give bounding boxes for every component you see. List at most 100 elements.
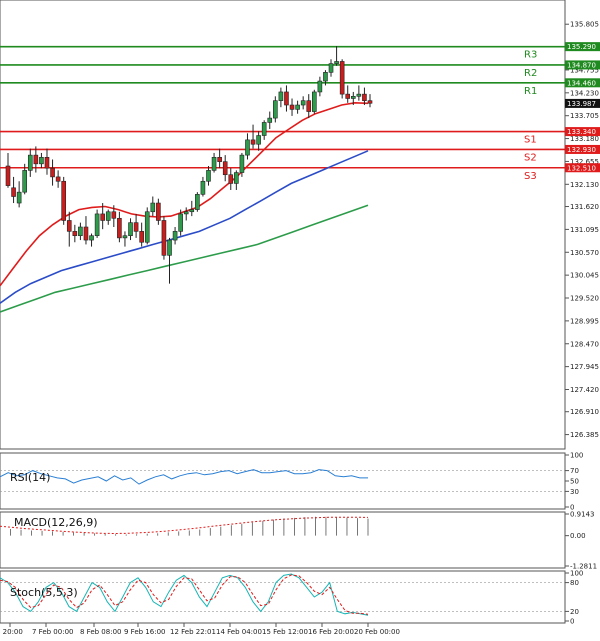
candle [44,148,50,175]
candle-body-down [362,93,367,101]
time-tick-label: 12 Feb 22:01 [170,628,216,636]
macd-tick-label: 0.9143 [570,511,595,519]
time-tick-label: 7 Feb 00:00 [32,628,73,636]
candle [200,176,206,197]
candle [111,205,117,227]
candle-body-up [89,235,94,241]
candle [83,216,89,245]
candle [222,155,228,182]
price-tick-label: 130.045 [570,272,599,280]
candle [183,207,189,221]
candle [245,133,250,160]
candle-body-up [328,63,334,73]
candle [39,152,44,169]
price-tick-label: 129.520 [570,295,599,303]
candle [312,89,317,114]
price-tick-label: 133.180 [570,135,599,143]
current-price-label: 133.987 [567,100,596,108]
candle [72,224,78,243]
candle [295,100,300,114]
price-tick-label: 134.230 [570,89,599,97]
price-tick-label: 131.095 [570,226,599,234]
candle [217,148,222,169]
candle [189,200,195,217]
level-name-s2: S2 [524,152,537,163]
candle-body-up [22,170,28,193]
candle [228,168,234,190]
candle-body-down [72,231,78,237]
macd-signal-line [0,516,369,535]
candle-body-up [323,72,328,82]
candle [22,163,28,195]
candle [289,98,295,116]
stoch-tick-label: 20 [570,608,579,616]
stoch-tick-label: 80 [570,579,579,587]
price-tick-label: 130.570 [570,249,599,257]
ma-line-ma-slow [0,204,369,313]
candle-body-down [367,100,373,104]
candle [128,218,133,241]
level-name-s1: S1 [524,135,537,146]
rsi-indicator: 100 70 50 30 0 [0,452,583,512]
price-tick-label: 127.945 [570,363,599,371]
candle [139,222,144,247]
candle-body-down [228,174,234,184]
candle-body-down [284,91,289,106]
candle-body-up [267,117,273,123]
candle-body-up [256,135,261,145]
candle-body-up [211,156,217,171]
macd-indicator: 0.9143 0.00 -1.2811 [0,511,597,571]
candle-body-up [334,61,339,64]
macd-pane [0,511,566,569]
candle-body-down [222,161,228,176]
candle [167,237,172,284]
candle [211,152,217,173]
candle-body-down [217,156,222,162]
candle-body-up [189,209,195,213]
candle [334,46,339,66]
candle-body-up [150,202,156,213]
time-tick-label: b 20:00 [0,628,23,636]
price-tick-label: 132.130 [570,181,599,189]
level-badge-label: 135.290 [567,43,596,51]
candle-body-up [178,213,183,232]
candle [50,159,55,186]
candle-body-up [206,170,211,182]
candle-body-up [234,172,239,184]
rsi-pane [0,452,566,510]
candle-body-down [339,61,345,95]
candle [256,131,261,151]
stoch-k-line [0,573,369,616]
rsi-tick-label: 0 [570,504,574,512]
rsi-tick-label: 100 [570,452,583,460]
price-tick-label: 128.995 [570,317,599,325]
candle-body-down [289,104,295,110]
macd-tick-label: 0.00 [570,532,586,540]
level-badge-s2 [565,144,600,154]
candle-body-down [44,156,50,169]
candle [144,207,150,245]
price-tick-label: 131.620 [570,203,599,211]
candle [105,209,111,225]
candle-body-up [172,231,178,241]
level-name-r1: R1 [524,86,537,97]
grid [565,23,569,436]
candles [5,46,373,284]
price-tick-label: 128.470 [570,340,599,348]
candle-body-down [33,154,39,165]
candle [350,91,356,106]
candle [178,209,183,236]
candle-body-down [117,217,122,239]
candle-body-down [83,226,89,241]
ma-line-ma-mid [0,150,369,304]
price-tick-label: 134.755 [570,66,599,74]
level-name-r3: R3 [524,50,537,61]
candle-body-up [105,211,111,221]
candle-body-up [245,139,250,156]
candle-body-down [50,167,55,178]
stoch-tick-label: 100 [570,570,583,578]
level-badge-r1 [565,78,600,88]
candle-body-up [27,154,33,171]
time-tick-label: 9 Feb 16:00 [124,628,165,636]
